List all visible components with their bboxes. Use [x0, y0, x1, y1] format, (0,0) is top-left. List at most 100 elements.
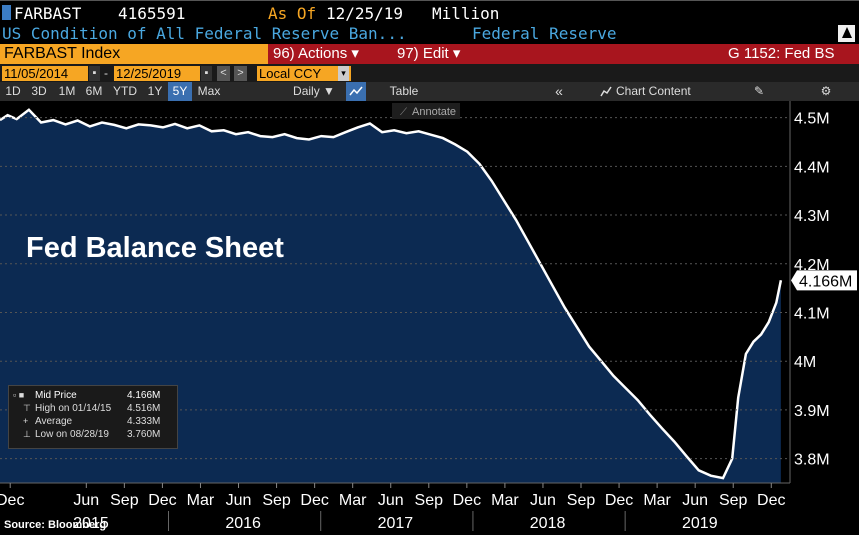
x-tick-label: Dec	[757, 492, 785, 509]
last-value-box	[791, 270, 857, 291]
period-button-6m[interactable]: 6M	[85, 84, 103, 98]
line-chart-icon[interactable]	[346, 82, 366, 101]
x-tick-label: Sep	[567, 492, 596, 509]
legend-high-value: 4.516M	[127, 403, 161, 414]
alert-icon[interactable]	[838, 25, 855, 42]
settings-gear-icon[interactable]: ⚙	[820, 84, 832, 98]
x-tick-label: Sep	[262, 492, 291, 509]
current-value: 4165591	[118, 4, 186, 23]
action-bar: 96) Actions ▾ 97) Edit ▾ G 1152: Fed BS	[268, 44, 859, 64]
x-tick-label: Dec	[148, 492, 176, 509]
period-button-5y[interactable]: 5Y	[168, 82, 192, 101]
year-label: 2017	[378, 515, 414, 532]
source-name: Federal Reserve	[472, 24, 617, 43]
as-of-date: 12/25/19	[326, 4, 404, 23]
chart-area: 4.5M 4.4M 4.3M 4.2M 4.1M 4M 3.9M 3.8M Dec Jun Sep…	[0, 101, 859, 535]
x-tick-label: Jun	[530, 492, 556, 509]
description-bar: US Condition of All Federal Reserve Ban.…	[0, 23, 859, 44]
series-area-fill	[0, 109, 781, 484]
legend-high-icon: ⊤	[23, 403, 31, 413]
date-range-bar: 11/05/2014 ▪ - 12/25/2019 ▪ < > Local CC…	[0, 64, 859, 82]
collapse-button[interactable]: «	[555, 83, 563, 99]
index-name[interactable]: FARBAST Index	[0, 44, 268, 64]
y-tick-label: 4M	[794, 354, 816, 371]
y-tick-label: 4.1M	[794, 305, 830, 322]
end-date-input[interactable]: 12/25/2019	[114, 66, 200, 81]
currency-label: Local CCY	[259, 66, 322, 81]
legend-mid-label: Mid Price	[35, 390, 77, 401]
y-tick-label: 4.2M	[794, 257, 830, 274]
year-label: 2018	[530, 515, 566, 532]
last-value-marker: 4.166M	[791, 270, 857, 291]
x-tick-label: Sep	[719, 492, 748, 509]
start-date-input[interactable]: 11/05/2014	[2, 66, 88, 81]
next-arrow-icon[interactable]: >	[234, 66, 247, 81]
x-tick-label: Sep	[415, 492, 444, 509]
period-button-max[interactable]: Max	[197, 84, 221, 98]
x-tick-label: Mar	[339, 492, 367, 509]
x-tick-label: Mar	[187, 492, 215, 509]
chart-code: G 1152: Fed BS	[728, 45, 835, 62]
legend-avg-icon: +	[23, 416, 29, 426]
annotate-button[interactable]	[392, 103, 460, 119]
period-button-1m[interactable]: 1M	[58, 84, 76, 98]
legend-low-label: Low on 08/28/19	[35, 429, 109, 440]
line-chart-glyph	[349, 86, 363, 96]
chevron-down-icon[interactable]: ▾	[338, 66, 349, 81]
x-tick-label: Jun	[682, 492, 708, 509]
legend-mid-value: 4.166M	[127, 390, 161, 401]
x-tick-label: Jun	[378, 492, 404, 509]
actions-menu[interactable]: 96) Actions ▾	[273, 45, 359, 62]
x-tick-label: Mar	[491, 492, 519, 509]
x-tick-label: Jun	[226, 492, 252, 509]
x-tick-label: Dec	[0, 492, 24, 509]
edit-menu[interactable]: 97) Edit ▾	[397, 45, 461, 62]
series-line	[0, 108, 783, 480]
start-calendar-icon[interactable]: ▪	[89, 66, 100, 81]
header-marker	[2, 5, 11, 20]
chart-title: Fed Balance Sheet	[26, 232, 284, 264]
legend-series-icon: ▫ ■	[13, 390, 25, 400]
annotate-icon: ⟋	[400, 107, 407, 118]
prev-arrow-icon[interactable]: <	[217, 66, 230, 81]
legend-low-value: 3.760M	[127, 429, 161, 440]
frequency-select[interactable]: Daily ▼	[293, 84, 335, 98]
table-button[interactable]: Table	[389, 84, 419, 98]
currency-select[interactable]: Local CCY ▾	[257, 66, 351, 81]
legend-avg-label: Average	[35, 416, 73, 427]
period-toolbar: 1D 3D 1M 6M YTD 1Y 5Y Max Daily ▼ Table « Chart…	[0, 82, 859, 101]
units-label: Million	[432, 4, 500, 23]
x-tick-label: Dec	[605, 492, 633, 509]
security-header: FARBAST 4165591 As Of 12/25/19 Million	[0, 0, 859, 23]
x-tick-label: Jun	[73, 492, 99, 509]
y-tick-label: 4.5M	[794, 111, 830, 128]
period-button-3d[interactable]: 3D	[31, 84, 47, 98]
balance-sheet-chart[interactable]: 4.5M 4.4M 4.3M 4.2M 4.1M 4M 3.9M 3.8M Dec Jun Sep…	[0, 101, 859, 535]
ticker-code: FARBAST	[14, 4, 82, 23]
as-of-label: As Of	[268, 4, 317, 23]
period-button-1y[interactable]: 1Y	[147, 84, 163, 98]
y-tick-label: 3.8M	[794, 452, 830, 469]
chart-content-icon[interactable]	[598, 82, 614, 101]
edit-pencil-icon[interactable]: ✎	[753, 84, 765, 98]
year-label: 2015	[73, 515, 109, 532]
annotate-label: Annotate	[412, 106, 456, 118]
period-button-1d[interactable]: 1D	[5, 84, 21, 98]
y-tick-label: 4.3M	[794, 208, 830, 225]
y-tick-label: 4.4M	[794, 159, 830, 176]
last-value-text: 4.166M	[799, 273, 852, 290]
legend-avg-value: 4.333M	[127, 416, 161, 427]
x-tick-label: Sep	[110, 492, 139, 509]
security-description: US Condition of All Federal Reserve Ban.…	[2, 24, 407, 43]
year-label: 2019	[682, 515, 718, 532]
range-separator: -	[104, 66, 108, 80]
x-tick-label: Mar	[643, 492, 671, 509]
end-calendar-icon[interactable]: ▪	[201, 66, 212, 81]
period-button-ytd[interactable]: YTD	[113, 84, 137, 98]
chart-legend: ▫ ■ Mid Price 4.166M ⊤ High on 01/14/15 …	[8, 385, 178, 449]
source-note: Source: Bloomberg	[4, 519, 107, 531]
chart-content-button[interactable]: Chart Content	[616, 84, 691, 98]
x-tick-label: Dec	[300, 492, 328, 509]
command-bar: FARBAST Index 96) Actions ▾ 97) Edit ▾ G…	[0, 44, 859, 64]
year-label: 2016	[225, 515, 261, 532]
